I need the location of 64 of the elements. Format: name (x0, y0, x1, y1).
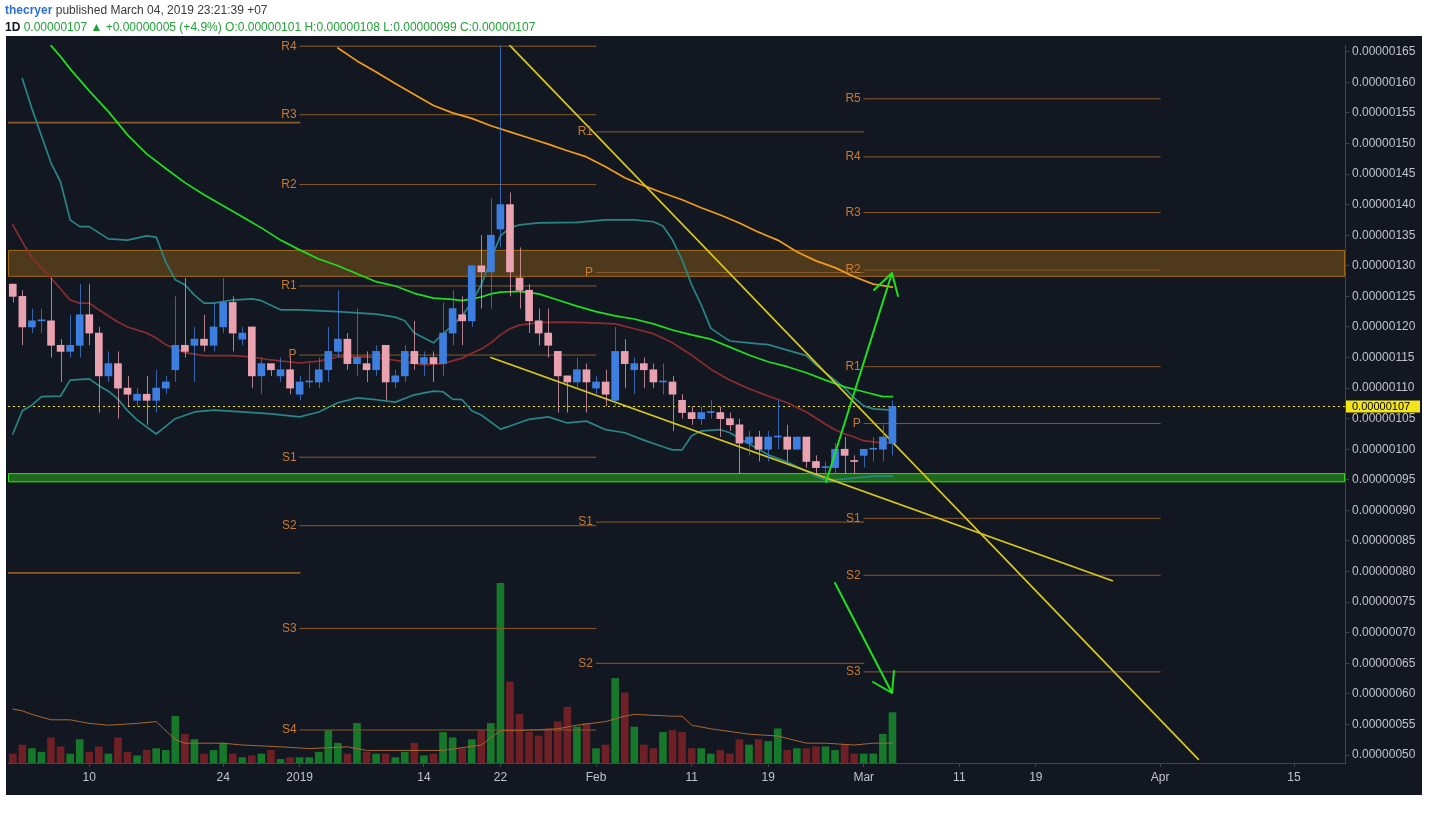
series-label: R2 (845, 262, 862, 277)
series-label: S3 (281, 620, 297, 635)
y-tick-label: 0.00000050 (1352, 747, 1416, 762)
ref-line-label: 0.00000107 (1352, 399, 1411, 412)
x-tick-label: 22 (493, 769, 508, 784)
series-label: S4 (281, 722, 297, 737)
y-tick-label: 0.00000095 (1352, 472, 1416, 487)
y-tick-label: 0.00000130 (1352, 258, 1416, 273)
y-tick-label: 0.00000120 (1352, 319, 1416, 334)
series-label: S1 (846, 510, 862, 525)
text: published March 04, 2019 23:21:39 +07 (55, 3, 268, 17)
series-label: R2 (281, 176, 297, 191)
x-tick-label: 10 (82, 769, 97, 784)
series-label: R4 (281, 38, 297, 53)
y-tick-label: 0.00000140 (1352, 196, 1416, 211)
y-tick-label: 0.00000070 (1352, 625, 1416, 640)
x-tick-label: 19 (1029, 769, 1043, 784)
series-label: P (585, 264, 594, 279)
chart-title: 1D (5, 20, 21, 34)
y-tick-label: 0.00000060 (1352, 686, 1416, 701)
series-label: R4 (845, 149, 862, 164)
x-tick-label: 24 (216, 769, 231, 784)
x-tick-label: 19 (761, 769, 776, 784)
chart-subtitle: 0.00000107 ▲ +0.00000005 (+4.9%) O:0.00000101 H:0.00000108 L:0.00000099 C:0.00000107 (23, 20, 536, 34)
y-tick-label: 0.00000125 (1352, 288, 1416, 303)
y-tick-label: 0.00000105 (1352, 410, 1416, 425)
series-label: R5 (845, 91, 862, 106)
y-tick-label: 0.00000145 (1352, 166, 1416, 181)
y-tick-label: 0.00000075 (1352, 594, 1416, 609)
y-tick-label: 0.00000055 (1352, 716, 1416, 731)
series-label: R1 (845, 359, 862, 374)
series-label: S2 (578, 655, 594, 670)
y-tick-label: 0.00000110 (1352, 380, 1415, 395)
y-tick-label: 0.00000115 (1352, 349, 1415, 364)
y-tick-label: 0.00000135 (1352, 227, 1416, 242)
y-tick-label: 0.00000100 (1352, 441, 1416, 456)
y-tick-label: 0.00000090 (1352, 502, 1416, 517)
series-label: R1 (281, 278, 297, 293)
series-label: S3 (846, 664, 862, 679)
series-label: R1 (577, 124, 594, 139)
y-tick-label: 0.00000160 (1352, 74, 1416, 89)
text: thecryer (5, 3, 53, 17)
series-label: S2 (281, 518, 297, 533)
y-tick-label: 0.00000085 (1352, 533, 1416, 548)
x-tick-label: 11 (953, 769, 966, 784)
y-tick-label: 0.00000155 (1352, 105, 1416, 120)
series-label: S1 (281, 449, 297, 464)
x-tick-label: 15 (1287, 769, 1301, 784)
x-tick-label: Feb (585, 769, 607, 784)
x-tick-label: 11 (685, 769, 699, 784)
y-tick-label: 0.00000165 (1352, 44, 1416, 59)
series-label: P (852, 415, 861, 430)
x-tick-label: Mar (853, 769, 875, 784)
x-tick-label: Apr (1150, 769, 1170, 784)
y-tick-label: 0.00000150 (1352, 135, 1416, 150)
y-tick-label: 0.00000065 (1352, 655, 1416, 670)
series-label: P (288, 347, 297, 362)
y-tick-label: 0.00000080 (1352, 563, 1416, 578)
series-label: R3 (281, 107, 297, 122)
series-label: S1 (578, 514, 594, 529)
x-tick-label: 14 (417, 769, 431, 784)
x-tick-label: 2019 (286, 769, 314, 784)
series-label: S2 (846, 567, 862, 582)
series-label: R3 (845, 204, 862, 219)
